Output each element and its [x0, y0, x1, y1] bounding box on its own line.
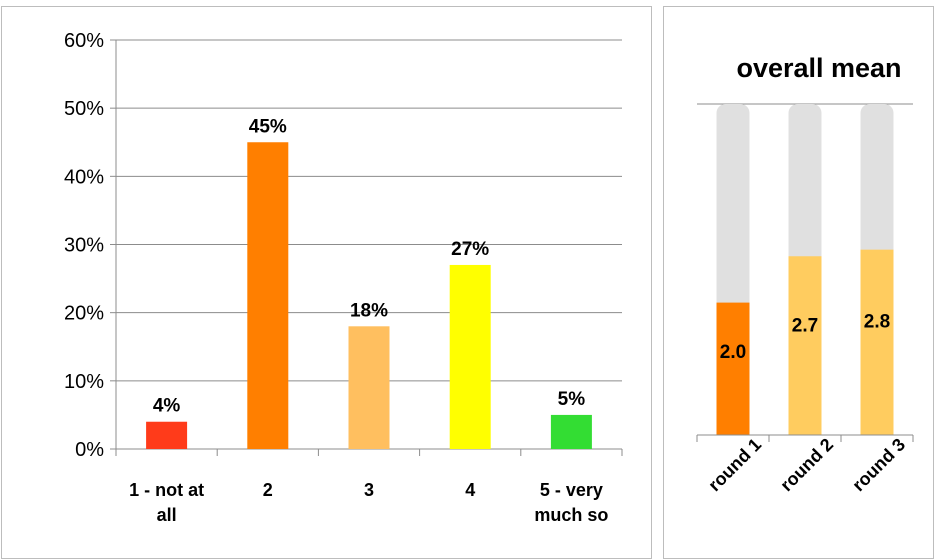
data-label: 2.7	[792, 315, 818, 336]
category-label: 5 - very	[540, 480, 603, 500]
category-label: 1 - not at	[129, 480, 204, 500]
y-tick-label: 0%	[75, 439, 104, 461]
category-label: much so	[534, 505, 608, 525]
bar-5	[550, 414, 592, 449]
data-label: 2.0	[720, 342, 746, 363]
category-label: 3	[364, 480, 374, 500]
data-label: 18%	[350, 300, 388, 321]
y-tick-label: 60%	[64, 30, 104, 52]
overall-mean-chart-panel: overall mean 2.0 round 1 2.7 round 2 2.8 round…	[663, 6, 934, 559]
bar-1	[146, 421, 188, 449]
bar-4	[449, 264, 491, 449]
data-label: 45%	[249, 116, 287, 137]
bar-3	[860, 249, 894, 435]
overall-mean-chart: overall mean 2.0 round 1 2.7 round 2 2.8 round…	[696, 53, 914, 495]
category-label: 4	[465, 480, 475, 500]
distribution-chart-panel: 0% 10% 20% 30% 40% 50% 60% 4% 1 - not at all 45% 2 1…	[1, 6, 652, 559]
distribution-chart: 0%10%20%30%40%50%60%4%1 - not atall45%21…	[64, 30, 623, 525]
y-tick-label: 30%	[64, 235, 104, 257]
y-tick-label: 10%	[64, 371, 104, 393]
category-label: 2	[263, 480, 273, 500]
category-label: round 1	[704, 434, 765, 495]
data-label: 2.8	[864, 311, 890, 332]
data-label: 27%	[451, 239, 489, 260]
bar-2	[788, 256, 822, 435]
bar-2	[247, 142, 289, 449]
category-label: round 2	[776, 434, 837, 495]
category-label: all	[157, 505, 177, 525]
y-tick-label: 40%	[64, 166, 104, 188]
chart-title: overall mean	[736, 53, 901, 83]
bar-1	[716, 302, 750, 435]
y-tick-label: 50%	[64, 98, 104, 120]
bar-3	[348, 326, 390, 449]
y-tick-label: 20%	[64, 303, 104, 325]
data-label: 5%	[558, 389, 586, 410]
data-label: 4%	[153, 396, 181, 417]
category-label: round 3	[848, 434, 909, 495]
